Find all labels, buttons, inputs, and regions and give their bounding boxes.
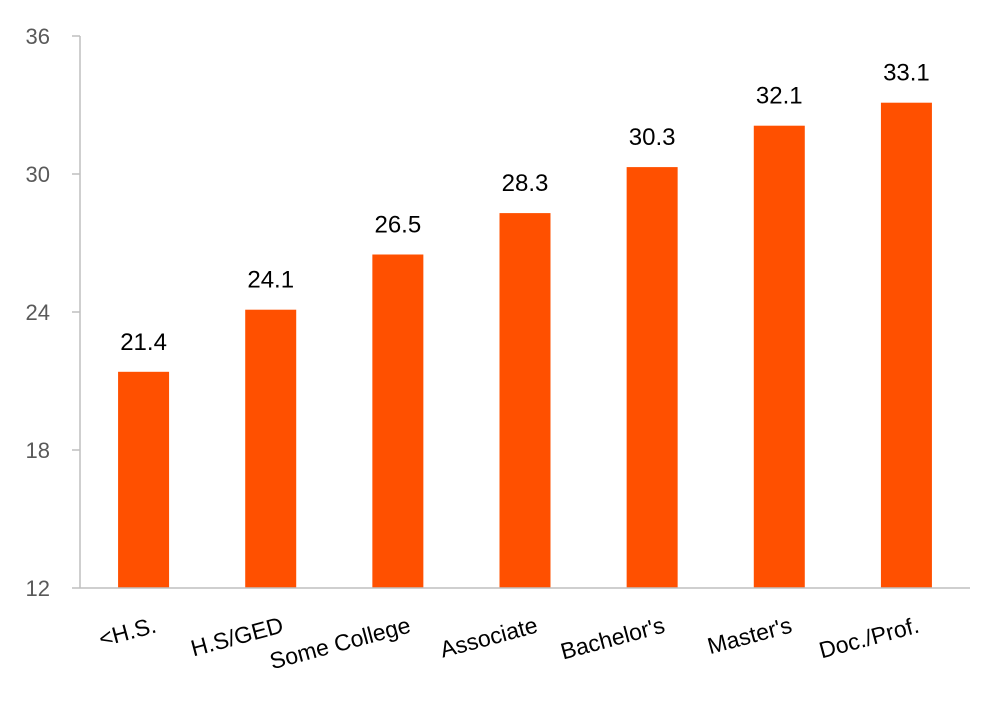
x-category-label: Doc./Prof. bbox=[816, 612, 922, 664]
bar bbox=[880, 102, 932, 588]
data-label: 30.3 bbox=[629, 124, 676, 151]
bar bbox=[499, 213, 551, 588]
y-tick-label: 18 bbox=[26, 438, 50, 463]
data-label: 32.1 bbox=[756, 83, 803, 110]
y-tick-label: 36 bbox=[26, 24, 50, 49]
bar bbox=[626, 167, 678, 588]
data-label: 33.1 bbox=[883, 60, 930, 87]
data-label: 26.5 bbox=[374, 212, 421, 239]
bar bbox=[245, 309, 297, 588]
bar bbox=[372, 254, 424, 588]
data-labels: 21.4 24.1 26.5 28.3 30.3 32.1 33.1 bbox=[120, 60, 930, 356]
bar bbox=[118, 371, 170, 588]
y-axis-ticks: 12 18 24 30 36 bbox=[26, 24, 80, 601]
data-label: 21.4 bbox=[120, 329, 167, 356]
data-label: 24.1 bbox=[247, 267, 294, 294]
x-category-label: Some College bbox=[267, 612, 413, 675]
x-category-label: <H.S. bbox=[96, 612, 159, 652]
y-tick-label: 12 bbox=[26, 576, 50, 601]
x-category-label: Master's bbox=[705, 612, 795, 659]
x-category-label: Bachelor's bbox=[558, 612, 668, 665]
axes bbox=[79, 36, 970, 589]
y-tick-label: 30 bbox=[26, 162, 50, 187]
x-category-label: Associate bbox=[437, 612, 540, 663]
bar bbox=[753, 125, 805, 588]
bars bbox=[118, 102, 932, 588]
y-tick-label: 24 bbox=[26, 300, 50, 325]
data-label: 28.3 bbox=[502, 170, 549, 197]
